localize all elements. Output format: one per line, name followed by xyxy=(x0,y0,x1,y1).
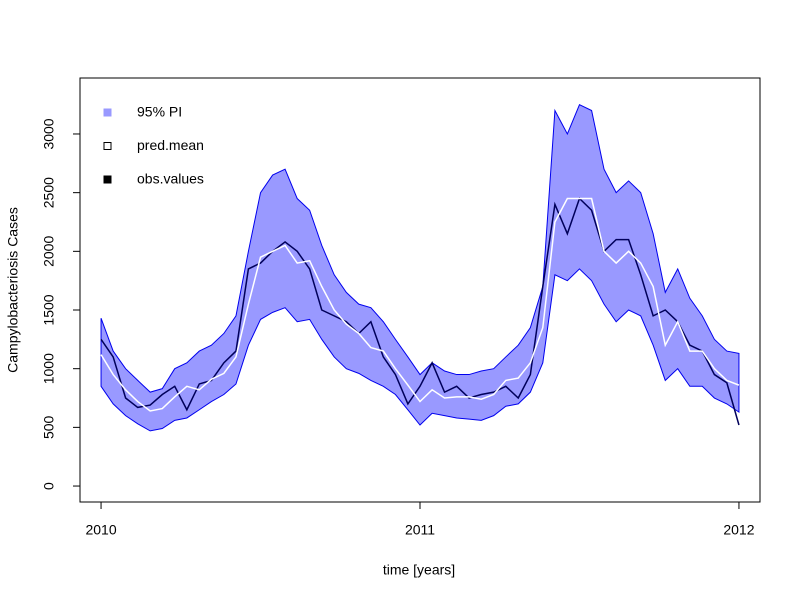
prediction-band xyxy=(100,103,740,432)
legend-marker xyxy=(103,175,112,184)
y-tick-label: 1500 xyxy=(41,294,57,325)
y-tick-label: 2500 xyxy=(41,177,57,208)
x-tick-label: 2010 xyxy=(85,522,116,538)
legend-label: pred.mean xyxy=(137,137,204,153)
legend-marker xyxy=(103,108,112,117)
x-tick-label: 2012 xyxy=(723,522,754,538)
legend-label: 95% PI xyxy=(137,104,182,120)
series-line xyxy=(100,197,740,412)
y-tick-label: 2000 xyxy=(41,236,57,267)
x-axis-label: time [years] xyxy=(383,562,455,578)
series-line xyxy=(100,197,740,426)
x-tick-label: 2011 xyxy=(405,522,435,538)
y-axis-label: Campylobacteriosis Cases xyxy=(5,207,21,373)
y-tick-label: 1000 xyxy=(41,353,57,384)
legend-marker xyxy=(103,142,112,150)
legend-label: obs.values xyxy=(137,171,204,187)
y-tick-label: 0 xyxy=(41,482,57,490)
y-tick-label: 3000 xyxy=(41,118,57,149)
y-tick-label: 500 xyxy=(41,415,57,439)
